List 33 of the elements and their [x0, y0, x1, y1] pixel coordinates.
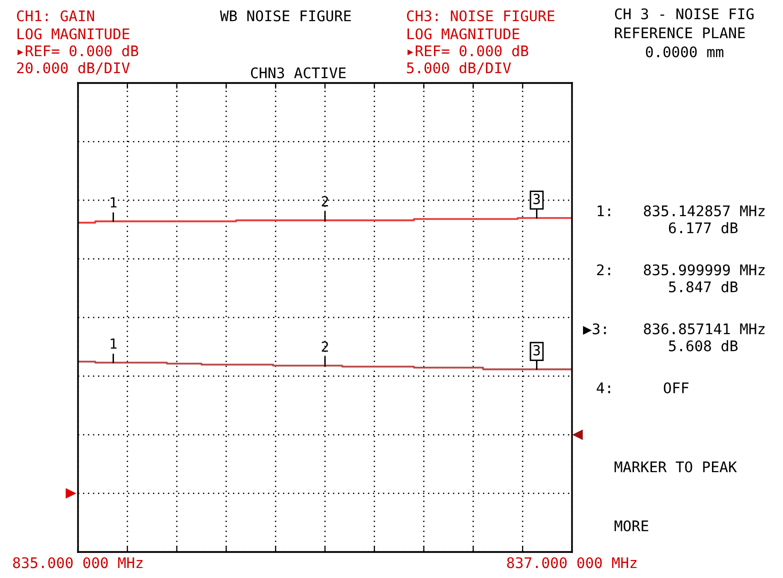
text: 6.177 dB [668, 222, 738, 234]
text: 2: [597, 264, 610, 276]
annotation: 1 [110, 197, 117, 208]
annotation: 2 [322, 341, 328, 352]
text: CH3: NOISE FIGURE [406, 10, 554, 22]
text: 5.847 dB [669, 281, 738, 292]
text: REFERENCE PLANE [615, 27, 745, 38]
annotation: 3 [533, 194, 540, 204]
text: 4: [596, 382, 610, 394]
text: ▸REF= 0.000 dB [18, 45, 138, 56]
text: ▸REF= 0.000 dB [408, 45, 528, 56]
text: 1: [598, 206, 610, 216]
annotation: 1 [110, 338, 117, 349]
text: 5.000 dB/DIV [407, 62, 511, 75]
text: 5.608 dB [669, 340, 738, 352]
text: OFF [664, 382, 688, 394]
text: CHN3 ACTIVE [250, 67, 346, 78]
text: ▶3: [583, 323, 606, 335]
chart-title: WB NOISE FIGURE [220, 10, 351, 22]
annotation: 3 [533, 344, 540, 356]
text: CH1: GAIN [16, 10, 94, 22]
text: LOG MAGNITUDE [408, 28, 520, 40]
text: MORE [614, 520, 648, 532]
text: 836.857141 MHz [644, 323, 765, 334]
x-tick-label: 837.000 000 MHz [507, 557, 636, 568]
text: 0.0000 mm [646, 46, 724, 58]
x-tick-label: 835.000 000 MHz [13, 557, 142, 568]
text: MARKER TO PEAK [614, 461, 737, 472]
text: 20.000 dB/DIV [17, 62, 130, 75]
text: 835.142857 MHz [644, 205, 765, 216]
text: CH 3 - NOISE FIG [614, 8, 754, 20]
text: LOG MAGNITUDE [18, 28, 130, 40]
text: 835.999999 MHz [644, 264, 765, 276]
